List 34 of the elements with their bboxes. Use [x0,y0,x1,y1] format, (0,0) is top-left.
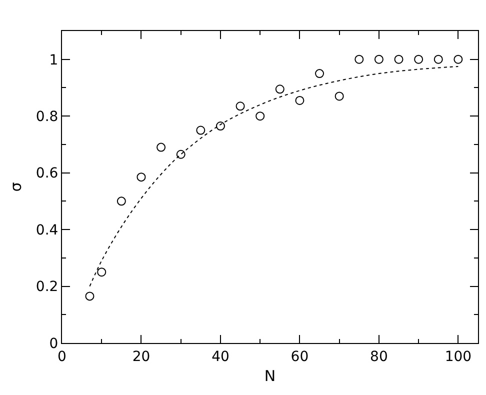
point [97,268,106,277]
point [116,196,126,206]
y-tick-label: 0.6 [36,166,58,182]
point [275,84,284,94]
point [354,54,364,64]
point [156,142,166,152]
y-tick-label: 0.8 [36,108,58,125]
y-tick-label: 0.2 [36,279,58,296]
point [334,92,344,101]
x-tick-label: 20 [132,348,150,365]
point [256,112,265,121]
y-tick-label: 1 [49,52,58,68]
x-tick-label: 80 [370,348,388,365]
point [434,54,443,64]
point [136,172,146,182]
point [85,292,94,301]
point [315,69,324,78]
y-tick-label: 0 [49,336,58,352]
x-tick-label: 40 [212,348,230,365]
y-tick-label: 0.4 [36,222,58,238]
y-axis-title: σ [7,182,26,192]
point [414,54,424,64]
x-axis-title: N [264,366,276,385]
x-tick-label: 100 [444,348,472,365]
point [196,126,206,135]
point [394,54,404,64]
point [295,96,304,105]
point [374,54,384,64]
point [216,122,225,131]
line-series [89,66,459,287]
point [176,150,186,159]
x-tick-label: 60 [290,348,309,365]
point [236,102,245,111]
point [454,54,463,64]
